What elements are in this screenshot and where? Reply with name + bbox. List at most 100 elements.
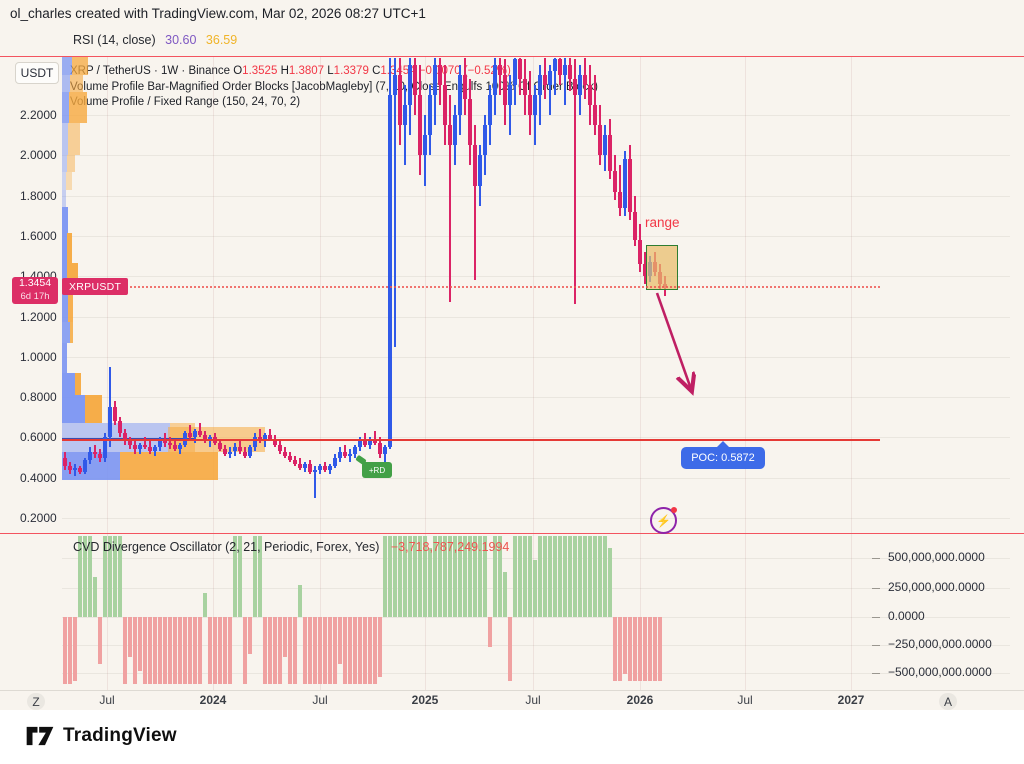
cvd-bar-negative (188, 617, 192, 684)
cvd-bar-negative (288, 617, 292, 684)
cvd-bar-negative (358, 617, 362, 684)
candlestick (553, 58, 557, 71)
candlestick (218, 443, 222, 450)
cvd-bar-negative (338, 617, 342, 664)
rsi-value-1: 30.60 (165, 33, 197, 47)
cvd-bar-positive (558, 536, 562, 617)
candlestick (458, 74, 462, 115)
candle-wick (534, 84, 536, 146)
candlestick (388, 94, 392, 448)
candlestick (468, 98, 472, 146)
time-gridline (425, 57, 426, 690)
cvd-bar-negative (333, 617, 337, 684)
notification-dot-icon (671, 507, 677, 513)
cvd-bar-negative (173, 617, 177, 684)
cvd-bar-negative (378, 617, 382, 678)
candlestick (133, 445, 137, 450)
candlestick (433, 64, 437, 95)
candle-wick (574, 58, 576, 305)
volume-profile-bar-buy (62, 423, 170, 452)
candle-wick (549, 64, 551, 115)
candlestick (253, 437, 257, 448)
candle-wick (199, 423, 201, 438)
cvd-bar-negative (348, 617, 352, 684)
pane-separator-bottom[interactable] (0, 533, 1024, 534)
candlestick (328, 465, 332, 470)
price-tick-label: 1.0000 (20, 349, 57, 364)
cvd-bar-positive (203, 592, 207, 617)
pane-separator-top[interactable] (0, 56, 1024, 57)
time-tick-label: Jul (737, 693, 753, 707)
candlestick (618, 191, 622, 208)
cvd-bar-positive (233, 536, 237, 617)
time-tick-label-badge[interactable]: Z (27, 693, 45, 710)
cvd-bar-negative (623, 617, 627, 674)
time-tick-label-badge[interactable]: A (939, 693, 957, 710)
ohlc-open-label: O (233, 65, 243, 77)
cvd-bar-positive (528, 536, 532, 617)
candlestick (528, 94, 532, 115)
cvd-bar-negative (613, 617, 617, 681)
candlestick (583, 74, 587, 85)
cvd-bar-positive (563, 536, 567, 617)
cvd-bar-negative (123, 617, 127, 684)
volume-profile-bar-sell (72, 57, 88, 75)
cvd-bar-negative (143, 617, 147, 684)
tradingview-logo[interactable]: TradingView (25, 724, 177, 748)
range-annotation-label[interactable]: range (645, 215, 680, 230)
cvd-indicator-legend[interactable]: CVD Divergence Oscillator (2, 21, Period… (73, 540, 509, 554)
candlestick (123, 433, 127, 442)
candle-wick (349, 449, 351, 462)
candlestick (628, 159, 632, 212)
candlestick (113, 407, 117, 422)
cvd-value: −3,718,787,249.1994 (390, 540, 510, 554)
cvd-bar-positive (403, 536, 407, 617)
candlestick (178, 445, 182, 450)
osc-tick-label: −250,000,000.0000 (888, 637, 992, 651)
price-tick-label: 2.2000 (20, 108, 57, 122)
candlestick (573, 78, 577, 95)
cvd-bar-positive (598, 536, 602, 617)
cvd-bar-negative (343, 617, 347, 684)
cvd-bar-negative (268, 617, 272, 684)
price-tick-label: 1.8000 (20, 188, 57, 203)
cvd-bar-positive (503, 572, 507, 617)
price-axis-currency-chip[interactable]: USDT (15, 62, 59, 84)
price-gridline (62, 518, 1010, 519)
candle-wick (74, 463, 76, 476)
candlestick (578, 74, 582, 95)
osc-tick (872, 673, 880, 674)
ohlc-open: 1.3525 (242, 65, 278, 77)
cvd-bar-negative (508, 617, 512, 681)
candlestick (138, 445, 142, 450)
cvd-bar-positive (428, 548, 432, 617)
cvd-bar-negative (128, 617, 132, 658)
candlestick (568, 64, 572, 79)
candlestick (603, 135, 607, 156)
range-order-block-box[interactable] (646, 244, 678, 290)
lightning-icon: ⚡ (656, 513, 671, 528)
cvd-bar-positive (548, 536, 552, 617)
cvd-bar-positive (458, 536, 462, 617)
osc-tick-label: 500,000,000.0000 (888, 550, 985, 564)
time-tick-label: Jul (525, 693, 541, 707)
lightning-alert-button[interactable]: ⚡ (650, 507, 677, 534)
cvd-bar-positive (468, 536, 472, 617)
indicator-legend-volume-profile[interactable]: Volume Profile / Fixed Range (150, 24, 7… (70, 96, 301, 108)
volume-profile-bar-buy (62, 190, 66, 207)
price-gridline (62, 437, 1010, 439)
poc-level-line[interactable] (62, 438, 880, 441)
cvd-bar-positive (453, 536, 457, 617)
candlestick (238, 447, 242, 452)
rsi-indicator-legend[interactable]: RSI (14, close) 30.60 36.59 (73, 33, 243, 47)
price-gridline (62, 276, 1010, 278)
rsi-label: RSI (14, close) (73, 33, 156, 47)
candlestick (203, 435, 207, 442)
tradingview-logo-text: TradingView (63, 725, 177, 746)
cvd-bar-negative (73, 617, 77, 681)
candle-wick (449, 94, 451, 303)
cvd-bar-negative (323, 617, 327, 684)
candle-wick (509, 74, 511, 136)
price-gridline (62, 195, 1010, 197)
